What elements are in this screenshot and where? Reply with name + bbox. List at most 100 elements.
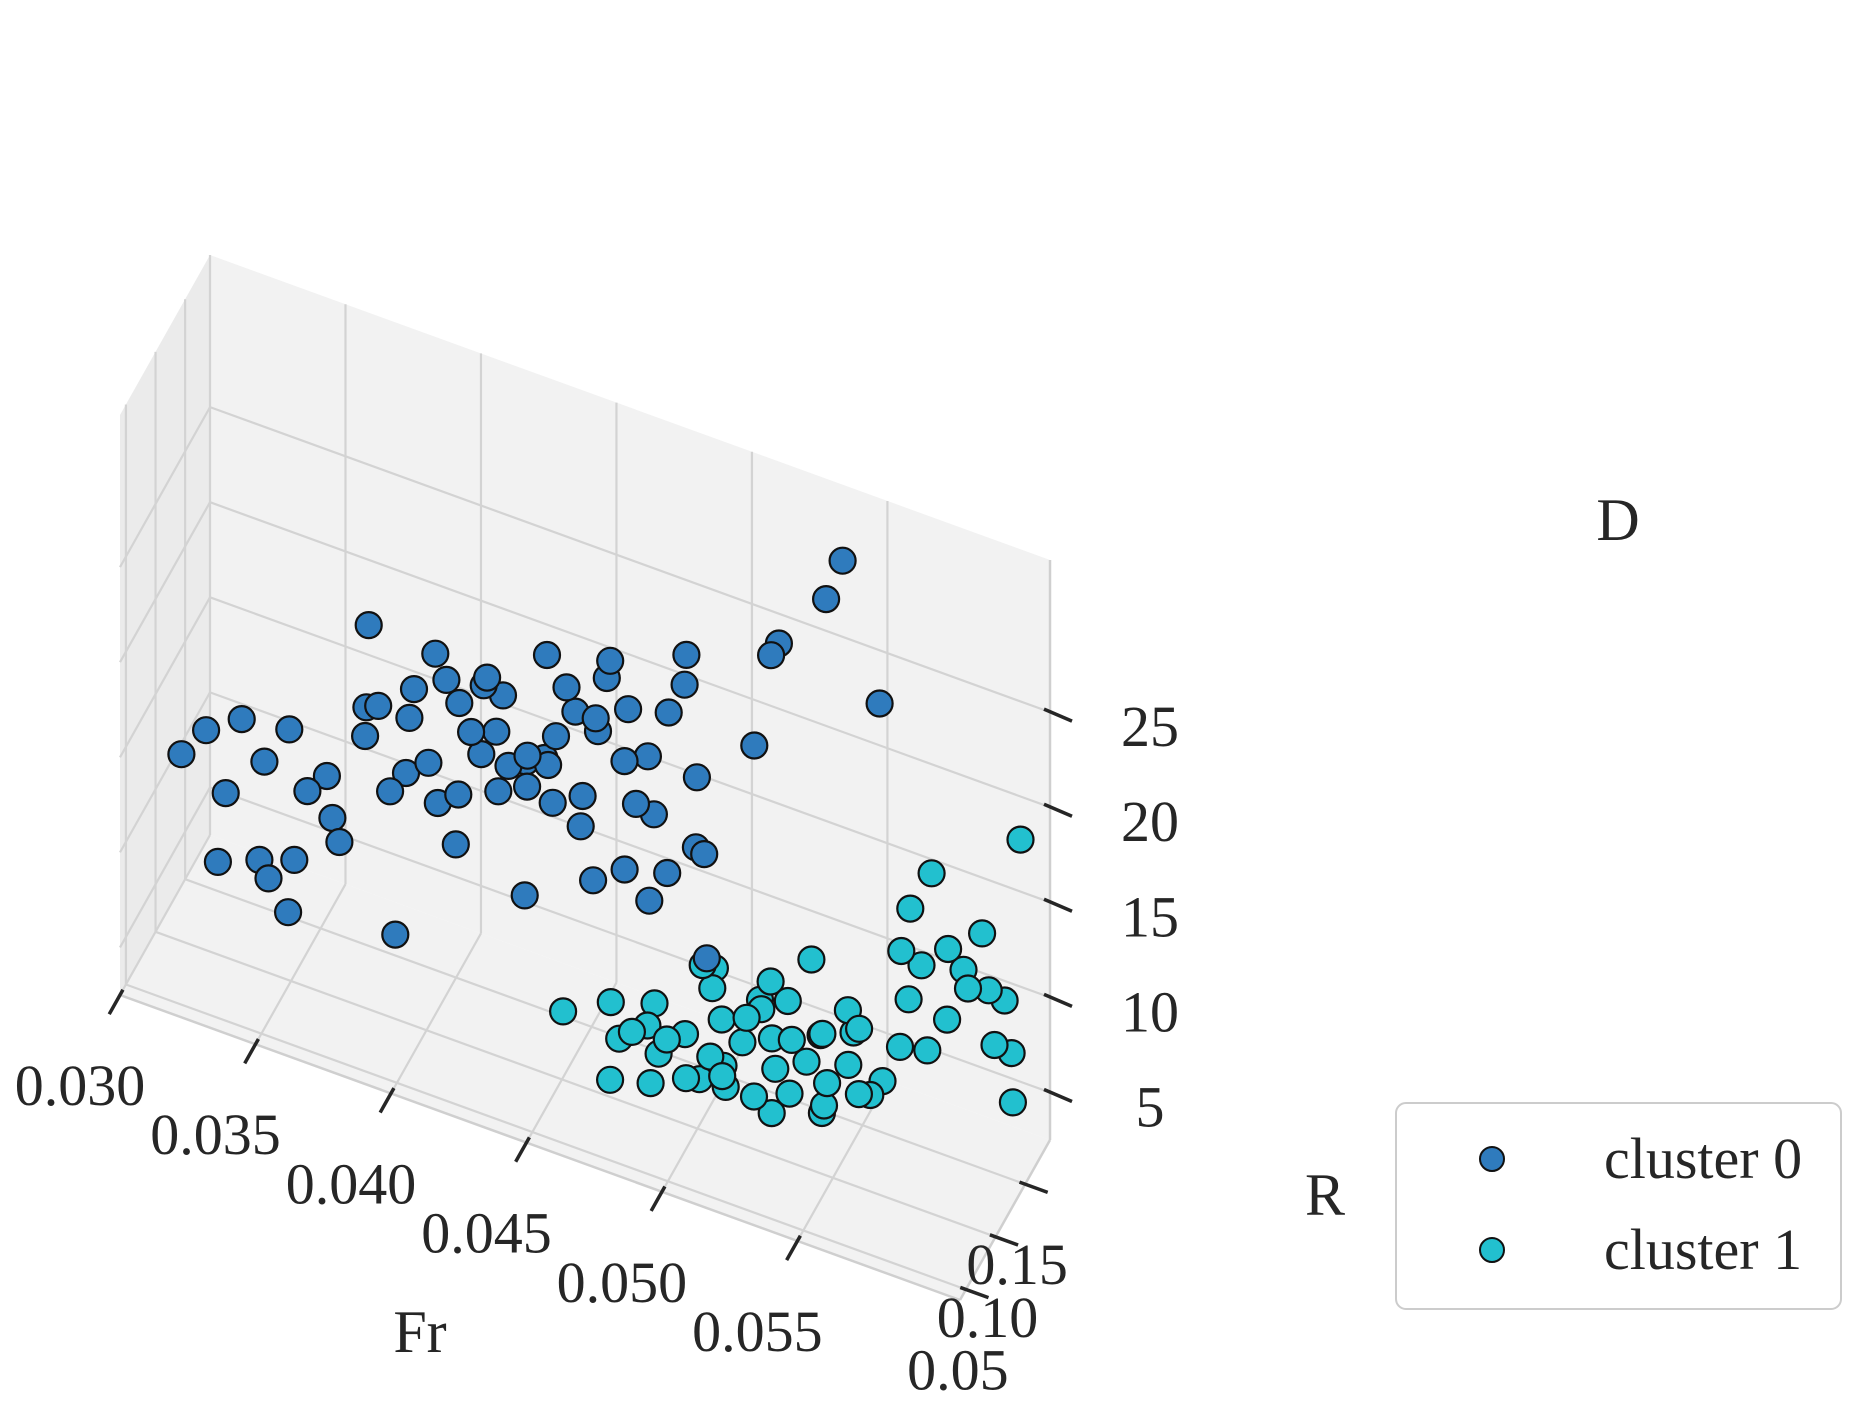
data-point-cluster-0 (621, 789, 651, 819)
data-point-cluster-1 (844, 1014, 874, 1043)
data-points (167, 546, 1035, 1128)
data-point-cluster-1 (596, 987, 625, 1017)
data-point-cluster-0 (192, 716, 221, 745)
data-point-cluster-0 (828, 546, 857, 575)
z-tick-mark (1043, 897, 1073, 913)
data-point-cluster-1 (932, 1005, 962, 1034)
data-point-cluster-1 (887, 936, 916, 966)
data-point-cluster-1 (617, 1017, 647, 1047)
grid-line-z-left (119, 691, 211, 853)
z-tick-label: 5 (1136, 1074, 1165, 1139)
data-point-cluster-1 (896, 894, 925, 923)
data-point-cluster-1 (777, 1025, 806, 1055)
data-point-cluster-0 (250, 747, 279, 776)
data-point-cluster-0 (610, 855, 639, 884)
data-point-cluster-1 (834, 1050, 863, 1080)
data-point-cluster-0 (318, 803, 347, 833)
z-tick-mark (1043, 1087, 1073, 1104)
x-tick-label: 0.035 (150, 1102, 281, 1167)
data-point-cluster-0 (596, 646, 625, 675)
data-point-cluster-0 (395, 703, 424, 733)
data-point-cluster-1 (739, 1082, 769, 1111)
data-point-cluster-0 (354, 610, 383, 640)
legend-marker-cluster-1 (1479, 1237, 1505, 1263)
data-point-cluster-0 (865, 689, 894, 718)
data-point-cluster-1 (636, 1068, 665, 1098)
data-point-cluster-0 (653, 858, 682, 888)
data-point-cluster-0 (445, 688, 474, 718)
x-tick-mark (107, 988, 125, 1016)
data-point-cluster-0 (568, 781, 597, 811)
grid-line-z-left (119, 501, 211, 663)
data-point-cluster-1 (775, 1079, 804, 1108)
data-point-cluster-0 (444, 780, 473, 809)
y-tick-label: 0.15 (966, 1232, 1068, 1297)
legend-label-cluster-0: cluster 0 (1604, 1126, 1802, 1191)
z-tick-label: 10 (1121, 979, 1179, 1044)
x-axis-label: Fr (393, 1299, 446, 1365)
grid-line-z-left (119, 406, 211, 568)
data-point-cluster-0 (541, 722, 571, 751)
data-point-cluster-1 (812, 1068, 842, 1098)
y-axis-line (958, 1139, 1052, 1301)
data-point-cluster-1 (913, 1036, 942, 1065)
legend-marker-cluster-0 (1479, 1146, 1505, 1172)
grid-line-z-back (209, 501, 1051, 809)
data-point-cluster-0 (811, 584, 841, 614)
x-tick-label: 0.050 (557, 1250, 688, 1315)
data-point-cluster-0 (441, 830, 470, 859)
data-point-cluster-0 (672, 640, 701, 670)
grid-line-x-floor (119, 834, 211, 996)
grid-line-y-floor (155, 930, 996, 1238)
data-point-cluster-1 (980, 1030, 1009, 1060)
x-tick-label: 0.030 (15, 1053, 146, 1118)
data-point-cluster-0 (552, 673, 581, 702)
data-point-cluster-0 (513, 741, 542, 770)
data-point-cluster-0 (690, 839, 719, 869)
data-point-cluster-1 (773, 986, 802, 1016)
data-point-cluster-0 (482, 717, 511, 746)
data-point-cluster-0 (670, 670, 699, 699)
data-point-cluster-0 (613, 695, 643, 724)
left-wall-pane (120, 255, 210, 995)
grid-line-z-left (119, 786, 211, 948)
x-axis-line (119, 993, 961, 1302)
data-point-cluster-1 (917, 859, 946, 888)
data-point-cluster-1 (728, 1028, 757, 1057)
data-point-cluster-0 (457, 717, 486, 747)
y-axis-label: R (1305, 1162, 1345, 1228)
data-point-cluster-0 (432, 665, 461, 695)
data-point-cluster-1 (967, 919, 997, 948)
data-point-cluster-0 (293, 776, 322, 806)
data-point-cluster-0 (566, 812, 595, 841)
data-point-cluster-0 (211, 778, 240, 808)
data-point-cluster-0 (364, 691, 393, 721)
data-point-cluster-1 (595, 1065, 625, 1094)
z-tick-label: 15 (1121, 884, 1179, 949)
x-tick-mark (378, 1087, 396, 1114)
data-point-cluster-0 (510, 881, 539, 910)
y-tick-label: 0.05 (907, 1337, 1009, 1398)
x-tick-label: 0.040 (286, 1151, 417, 1216)
x-tick-mark (243, 1038, 260, 1065)
data-point-cluster-0 (756, 641, 786, 670)
data-point-cluster-1 (756, 967, 785, 996)
x-tick-mark (514, 1136, 531, 1163)
y-tick-mark (959, 1285, 990, 1300)
data-point-cluster-0 (203, 847, 232, 877)
data-point-cluster-0 (740, 731, 769, 760)
x-tick-mark (649, 1185, 667, 1212)
data-point-cluster-1 (907, 951, 936, 980)
grid-line-y-floor (184, 878, 1026, 1186)
data-point-cluster-0 (578, 866, 608, 895)
data-point-cluster-0 (682, 763, 712, 792)
data-point-cluster-0 (484, 777, 513, 806)
grid-line-x-floor (660, 1031, 753, 1193)
grid-line-x-floor (254, 883, 347, 1045)
data-point-cluster-1 (998, 1088, 1028, 1117)
data-point-cluster-1 (708, 1061, 737, 1091)
z-tick-mark (1043, 802, 1073, 818)
data-point-cluster-1 (671, 1064, 701, 1093)
